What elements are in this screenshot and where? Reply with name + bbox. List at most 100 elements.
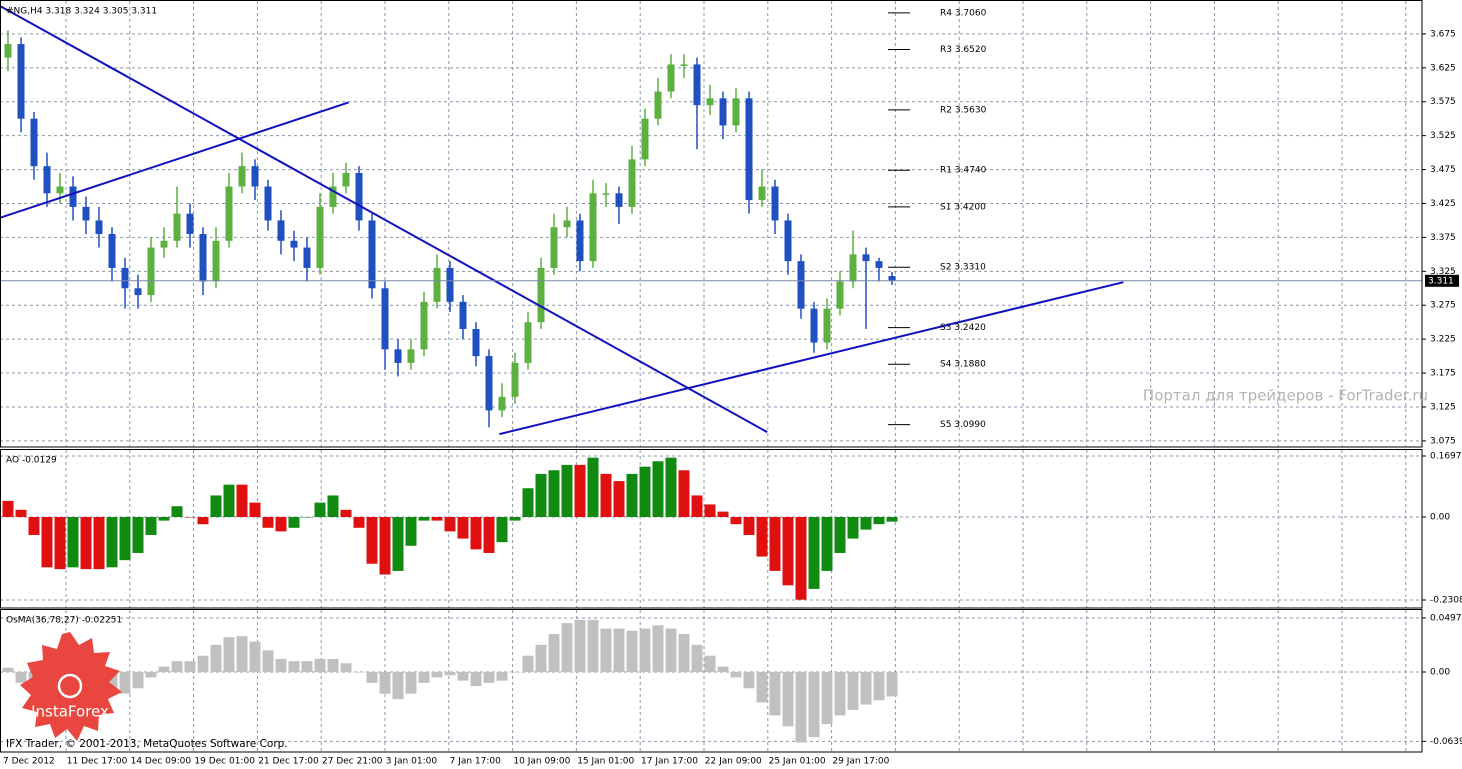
y-tick-label: 3.625 [1430, 63, 1456, 73]
candle-body [576, 220, 584, 262]
candle-body [95, 220, 103, 235]
candle-body [823, 308, 831, 343]
candle-body [758, 186, 766, 201]
candle-body [381, 288, 389, 350]
candle-body [56, 186, 64, 194]
histogram-bar [327, 658, 339, 672]
histogram-bar [522, 488, 534, 518]
histogram-bar [431, 517, 443, 521]
histogram-bar [834, 517, 846, 553]
histogram-bar [665, 457, 677, 518]
x-tick-label: 19 Dec 01:00 [194, 757, 255, 767]
histogram-bar [41, 517, 53, 568]
trend-line [0, 5, 768, 433]
histogram-bar [314, 658, 326, 672]
histogram-bar [119, 671, 131, 694]
footer: IFX Trader, © 2001-2013, MetaQuotes Soft… [6, 738, 288, 750]
candle-body [550, 227, 558, 268]
candle-body [732, 98, 740, 126]
price-pane-border [0, 0, 1423, 448]
pane-title: AO -0.0129 [6, 456, 57, 466]
histogram-bar [353, 671, 365, 673]
candle-body [537, 267, 545, 323]
histogram-bar [678, 633, 690, 672]
candle-body [524, 322, 532, 363]
y-tick-label: 3.325 [1430, 267, 1456, 277]
y-tick-label: 3.225 [1430, 335, 1456, 345]
histogram-bar [431, 671, 443, 678]
badge-icon [57, 673, 83, 699]
histogram-bar [457, 671, 469, 681]
histogram-bar [483, 671, 495, 683]
histogram-bar [808, 517, 820, 589]
candle-body [654, 91, 662, 119]
candle-body [30, 118, 38, 167]
candle-body [810, 308, 818, 343]
histogram-bar [574, 464, 586, 518]
y-tick-label: 3.375 [1430, 233, 1456, 243]
candle-body [342, 172, 350, 187]
histogram-bar [171, 506, 183, 518]
x-tick-label: 10 Jan 09:00 [513, 757, 570, 767]
histogram-bar [496, 671, 508, 681]
candle-body [693, 64, 701, 106]
candle-body [108, 234, 116, 268]
histogram-bar [340, 663, 352, 672]
histogram-bar [756, 517, 768, 557]
histogram-bar [132, 671, 144, 689]
histogram-bar [847, 671, 859, 710]
histogram-bar [249, 502, 261, 518]
histogram-bar [288, 661, 300, 672]
histogram-bar [314, 502, 326, 518]
pivot-label: R2 3.5630 [940, 105, 987, 115]
badge-text: InstaForex [31, 703, 109, 721]
candle-body [277, 220, 285, 241]
histogram-bar [626, 630, 638, 672]
candle-body [433, 267, 441, 302]
candle-body [641, 118, 649, 160]
histogram-bar [171, 661, 183, 672]
histogram-bar [860, 671, 872, 705]
candle-body [485, 356, 493, 411]
candle-body [43, 166, 51, 194]
pivot-label: S5 3.0990 [940, 420, 986, 430]
histogram-bar [704, 504, 716, 518]
histogram-bar [600, 628, 612, 672]
histogram-bar [639, 466, 651, 518]
histogram-bar [392, 517, 404, 571]
histogram-bar [470, 517, 482, 550]
candle-body [69, 186, 77, 207]
histogram-bar [548, 470, 560, 518]
histogram-bar [379, 671, 391, 694]
y-tick-label: 3.175 [1430, 369, 1456, 379]
candle-body [472, 328, 480, 357]
histogram-bar [197, 655, 209, 672]
histogram-bar [54, 517, 66, 570]
histogram-bar [28, 517, 40, 535]
histogram-bar [366, 671, 378, 683]
y-tick-label: -0.2308 [1430, 595, 1462, 605]
histogram-bar [743, 517, 755, 535]
candle-body [264, 186, 272, 221]
candle-body [862, 254, 870, 262]
candle-body [628, 159, 636, 207]
y-tick-label: 3.125 [1430, 402, 1456, 412]
histogram-bar [834, 671, 846, 716]
histogram-bar [704, 655, 716, 672]
histogram-bar [249, 641, 261, 672]
histogram-bar [509, 671, 521, 673]
x-tick-label: 25 Jan 01:00 [769, 757, 826, 767]
histogram-bar [613, 481, 625, 518]
histogram-bar [626, 473, 638, 518]
x-tick-label: 14 Dec 09:00 [131, 757, 192, 767]
candle-body [173, 213, 181, 241]
histogram-bar [782, 517, 794, 586]
x-tick-label: 27 Dec 21:00 [322, 757, 383, 767]
histogram-bar [561, 623, 573, 672]
histogram-bar [444, 671, 456, 676]
pivot-label: S4 3.1880 [940, 360, 986, 370]
histogram-bar [379, 517, 391, 575]
candle-body [238, 166, 246, 187]
osma-pane-border [0, 609, 1423, 753]
candle-body [134, 288, 142, 296]
